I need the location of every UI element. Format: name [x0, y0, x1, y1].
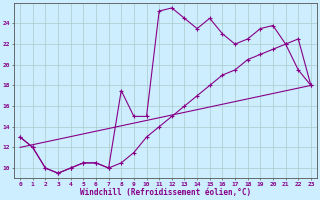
X-axis label: Windchill (Refroidissement éolien,°C): Windchill (Refroidissement éolien,°C): [80, 188, 251, 197]
